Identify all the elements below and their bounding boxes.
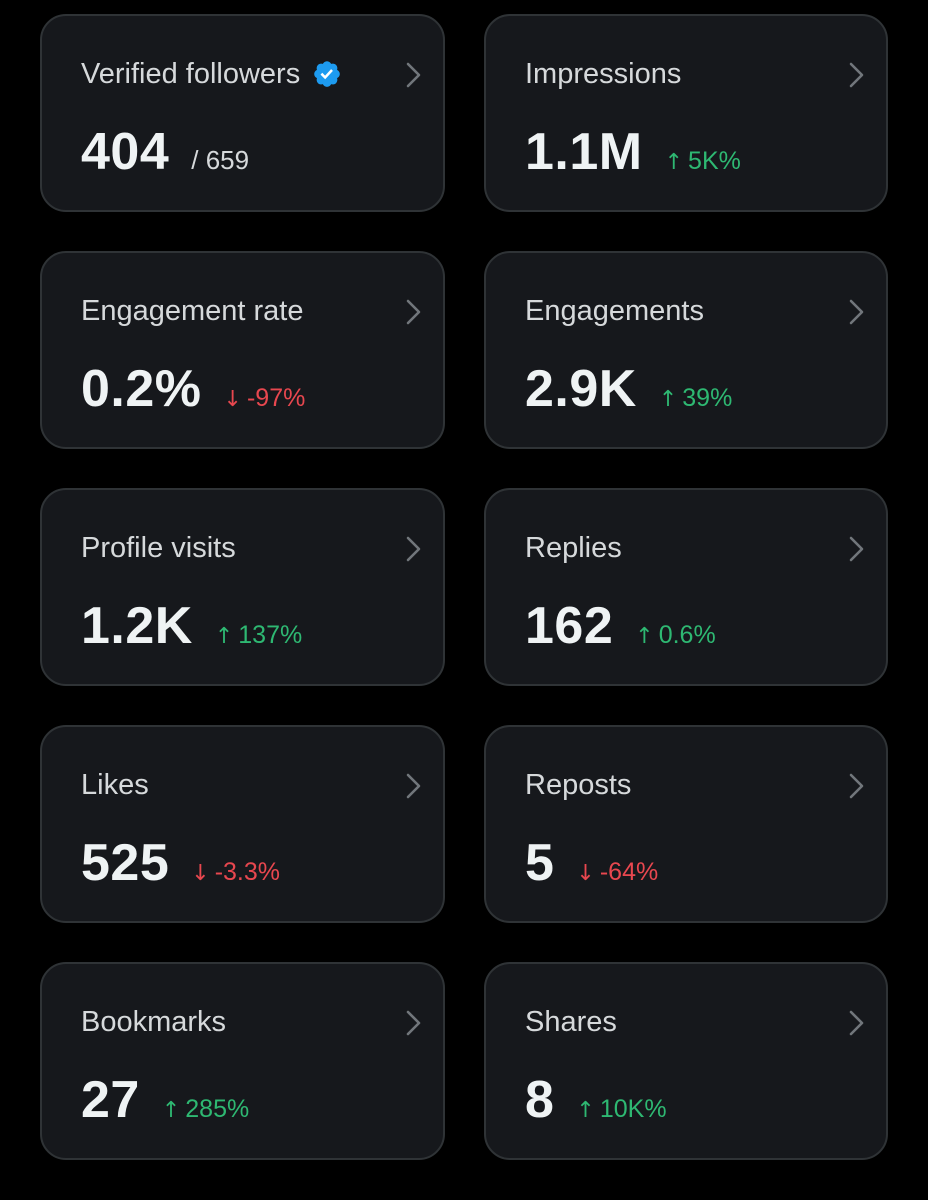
card-title-label: Likes <box>81 769 149 801</box>
delta-value: 39% <box>682 384 733 412</box>
arrow-up-icon: ↑ <box>658 387 678 412</box>
chevron-right-icon[interactable] <box>403 771 425 801</box>
metrics-grid: Verified followers 404 / 659 Impressions… <box>40 14 888 1160</box>
chevron-right-icon[interactable] <box>846 534 868 564</box>
chevron-right-icon[interactable] <box>846 60 868 90</box>
metric-card-shares[interactable]: Shares 8 ↑ 10K% <box>484 962 888 1160</box>
chevron-right-icon[interactable] <box>403 297 425 327</box>
delta-badge: ↑ 5K% <box>665 147 741 176</box>
delta-badge: ↑ 137% <box>215 621 302 650</box>
card-title-label: Replies <box>525 532 622 564</box>
delta-value: 10K% <box>599 1095 667 1123</box>
metric-value: 8 <box>525 1071 555 1129</box>
metric-value: 525 <box>81 834 170 892</box>
metric-card-engagements[interactable]: Engagements 2.9K ↑ 39% <box>484 251 888 449</box>
metric-card-replies[interactable]: Replies 162 ↑ 0.6% <box>484 488 888 686</box>
chevron-right-icon[interactable] <box>846 297 868 327</box>
chevron-right-icon[interactable] <box>846 771 868 801</box>
delta-value: -64% <box>599 858 659 886</box>
card-title: Likes <box>81 765 149 805</box>
metric-card-engagement-rate[interactable]: Engagement rate 0.2% ↓ -97% <box>40 251 445 449</box>
arrow-up-icon: ↑ <box>576 1098 595 1123</box>
card-title: Shares <box>525 1002 617 1042</box>
value-row: 1.2K ↑ 137% <box>81 594 302 658</box>
chevron-right-icon[interactable] <box>403 1008 425 1038</box>
card-title: Verified followers <box>81 54 342 94</box>
value-row: 2.9K ↑ 39% <box>525 357 732 421</box>
metric-value: 162 <box>525 597 614 655</box>
value-row: 5 ↓ -64% <box>525 831 658 895</box>
value-row: 8 ↑ 10K% <box>525 1068 667 1132</box>
card-title-label: Bookmarks <box>81 1006 227 1038</box>
delta-badge: ↓ -64% <box>576 858 658 887</box>
delta-value: 137% <box>238 621 303 649</box>
delta-value: 5K% <box>688 147 741 175</box>
card-title: Bookmarks <box>81 1002 226 1042</box>
metric-value: 2.9K <box>525 360 637 418</box>
card-title-label: Verified followers <box>81 58 301 90</box>
delta-badge: ↑ 0.6% <box>635 621 715 650</box>
delta-value: -3.3% <box>214 858 281 886</box>
card-title-label: Reposts <box>525 769 632 801</box>
delta-value: 0.6% <box>658 621 716 649</box>
metric-total: / 659 <box>191 145 250 175</box>
metric-value: 1.2K <box>81 597 193 655</box>
delta-badge: ↑ 39% <box>659 384 732 413</box>
metric-card-verified-followers[interactable]: Verified followers 404 / 659 <box>40 14 445 212</box>
delta-badge: ↑ 285% <box>162 1095 249 1124</box>
card-title: Impressions <box>525 54 681 94</box>
chevron-right-icon[interactable] <box>403 534 425 564</box>
value-row: 404 / 659 <box>81 120 249 184</box>
arrow-up-icon: ↑ <box>664 150 684 175</box>
value-row: 1.1M ↑ 5K% <box>525 120 741 184</box>
card-title-label: Shares <box>525 1006 617 1038</box>
metric-value: 5 <box>525 834 555 892</box>
delta-badge: ↓ -3.3% <box>191 858 280 887</box>
metric-value: 1.1M <box>525 123 643 181</box>
metric-card-likes[interactable]: Likes 525 ↓ -3.3% <box>40 725 445 923</box>
metric-value: 27 <box>81 1071 140 1129</box>
delta-badge: ↓ -97% <box>224 384 306 413</box>
card-title: Engagements <box>525 291 704 331</box>
card-title: Engagement rate <box>81 291 303 331</box>
metric-card-bookmarks[interactable]: Bookmarks 27 ↑ 285% <box>40 962 445 1160</box>
delta-badge: ↑ 10K% <box>576 1095 666 1124</box>
arrow-up-icon: ↑ <box>214 624 234 649</box>
card-title-label: Engagement rate <box>81 295 304 327</box>
card-title-label: Impressions <box>525 58 682 90</box>
arrow-up-icon: ↑ <box>635 624 654 649</box>
delta-value: 285% <box>185 1095 250 1123</box>
metric-card-reposts[interactable]: Reposts 5 ↓ -64% <box>484 725 888 923</box>
arrow-down-icon: ↓ <box>576 861 595 886</box>
chevron-right-icon[interactable] <box>846 1008 868 1038</box>
metric-value: 0.2% <box>81 360 202 418</box>
delta-value: -97% <box>246 384 306 412</box>
card-title-label: Profile visits <box>81 532 236 564</box>
card-title: Reposts <box>525 765 631 805</box>
verified-badge-icon <box>312 59 342 89</box>
card-title: Profile visits <box>81 528 236 568</box>
arrow-up-icon: ↑ <box>161 1098 181 1123</box>
value-row: 27 ↑ 285% <box>81 1068 249 1132</box>
metric-value: 404 <box>81 123 170 181</box>
metric-card-profile-visits[interactable]: Profile visits 1.2K ↑ 137% <box>40 488 445 686</box>
chevron-right-icon[interactable] <box>403 60 425 90</box>
arrow-down-icon: ↓ <box>191 861 210 886</box>
card-title-label: Engagements <box>525 295 704 327</box>
arrow-down-icon: ↓ <box>223 387 242 412</box>
card-title: Replies <box>525 528 622 568</box>
metric-card-impressions[interactable]: Impressions 1.1M ↑ 5K% <box>484 14 888 212</box>
value-row: 0.2% ↓ -97% <box>81 357 305 421</box>
value-row: 162 ↑ 0.6% <box>525 594 716 658</box>
value-row: 525 ↓ -3.3% <box>81 831 280 895</box>
